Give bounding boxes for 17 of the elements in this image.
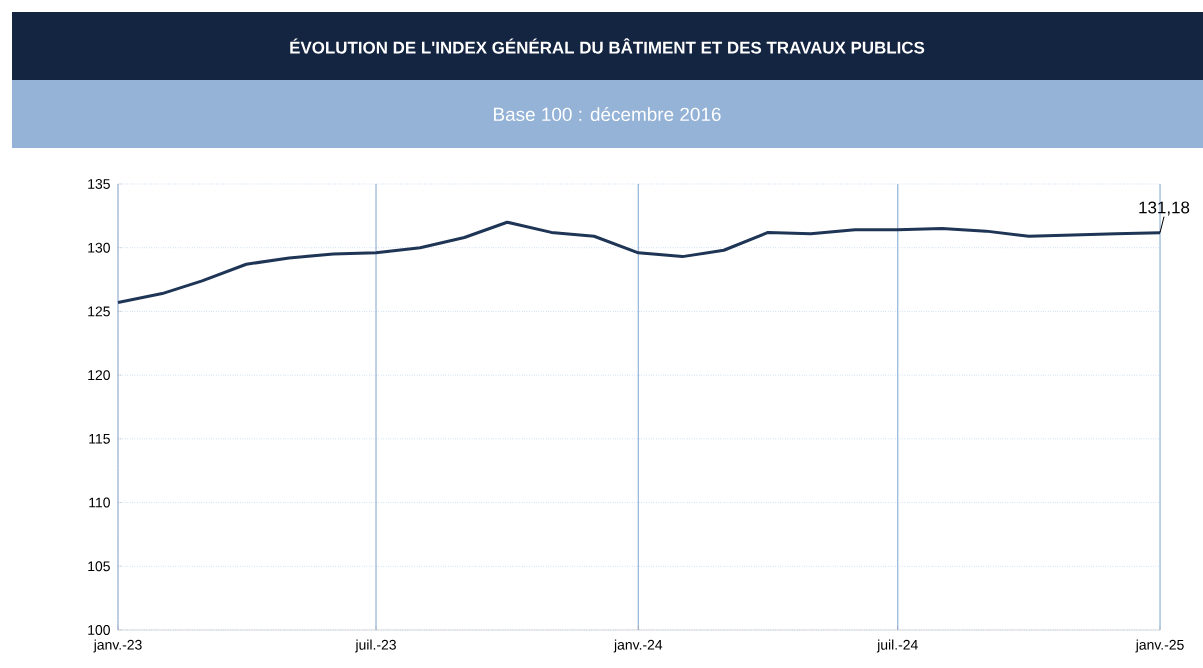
y-tick-label: 105 (88, 561, 110, 572)
y-tick-label: 130 (88, 242, 110, 253)
chart-title: ÉVOLUTION DE L'INDEX GÉNÉRAL DU BÂTIMENT ET DES TRAVAUX PUBLICS (290, 38, 925, 54)
y-tick-label: 120 (88, 370, 110, 381)
y-tick-label: 135 (88, 179, 110, 189)
x-tick-label: juil.-24 (876, 639, 918, 653)
x-tick-label: juil.-23 (355, 639, 396, 653)
y-tick-label: 100 (88, 625, 110, 635)
x-tick-label: janv.-24 (613, 639, 663, 653)
y-tick-label: 115 (89, 433, 110, 444)
line-series (116, 220, 1162, 304)
annotation: 131,18 (1139, 201, 1190, 216)
x-tick-label: janv.-23 (93, 639, 142, 653)
chart-subtitle: Base 100 : décembre 2016 (494, 106, 721, 122)
x-tick-label: janv.-25 (1135, 639, 1184, 653)
y-tick-label: 110 (89, 497, 110, 508)
y-tick-label: 125 (88, 306, 110, 317)
